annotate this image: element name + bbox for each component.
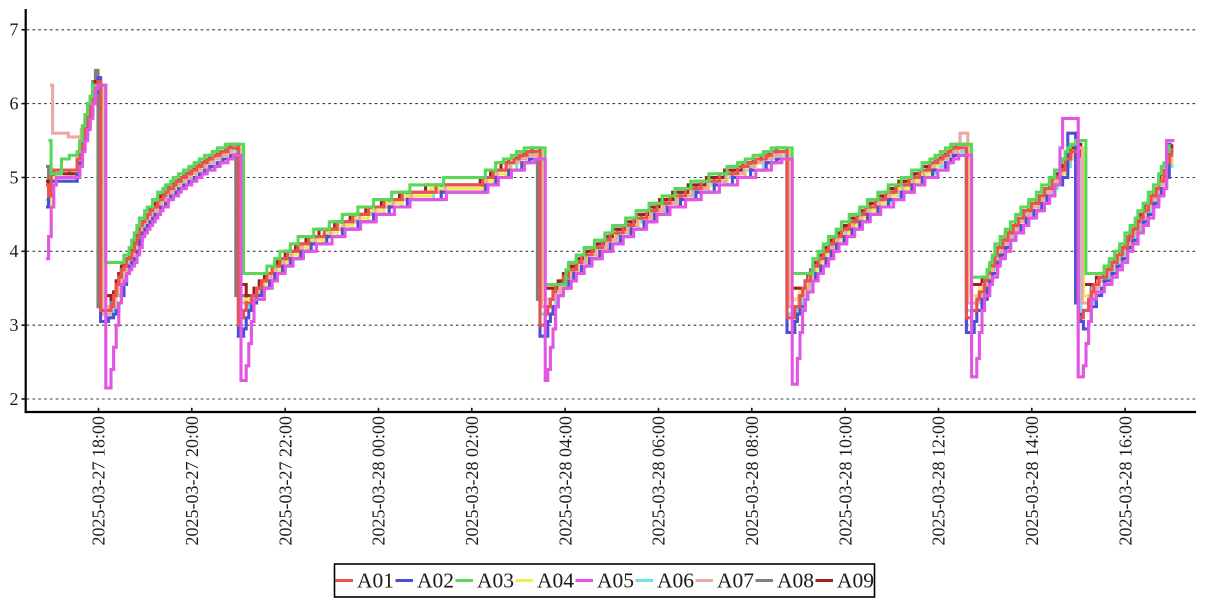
- svg-text:2025-03-27 22:00: 2025-03-27 22:00: [275, 416, 295, 546]
- svg-text:A08: A08: [777, 569, 814, 593]
- svg-text:A09: A09: [837, 569, 874, 593]
- svg-text:2025-03-28 06:00: 2025-03-28 06:00: [649, 416, 669, 546]
- svg-text:A03: A03: [477, 569, 514, 593]
- svg-text:2025-03-27 18:00: 2025-03-27 18:00: [89, 416, 109, 546]
- svg-text:2: 2: [10, 389, 19, 409]
- svg-text:2025-03-28 02:00: 2025-03-28 02:00: [462, 416, 482, 546]
- svg-text:A01: A01: [357, 569, 394, 593]
- svg-text:6: 6: [10, 94, 19, 114]
- svg-text:2025-03-28 16:00: 2025-03-28 16:00: [1115, 416, 1135, 546]
- svg-text:2025-03-28 14:00: 2025-03-28 14:00: [1022, 416, 1042, 546]
- svg-text:2025-03-28 00:00: 2025-03-28 00:00: [369, 416, 389, 546]
- svg-text:2025-03-28 12:00: 2025-03-28 12:00: [929, 416, 949, 546]
- svg-text:4: 4: [10, 241, 19, 261]
- svg-text:2025-03-28 04:00: 2025-03-28 04:00: [555, 416, 575, 546]
- svg-text:A05: A05: [597, 569, 634, 593]
- svg-text:2025-03-28 10:00: 2025-03-28 10:00: [835, 416, 855, 546]
- svg-text:5: 5: [10, 167, 19, 187]
- svg-text:A06: A06: [657, 569, 694, 593]
- svg-text:A02: A02: [417, 569, 454, 593]
- svg-text:3: 3: [10, 315, 19, 335]
- svg-text:2025-03-28 08:00: 2025-03-28 08:00: [742, 416, 762, 546]
- svg-text:A07: A07: [717, 569, 754, 593]
- svg-text:7: 7: [10, 20, 19, 40]
- svg-text:A04: A04: [537, 569, 574, 593]
- svg-text:2025-03-27 20:00: 2025-03-27 20:00: [182, 416, 202, 546]
